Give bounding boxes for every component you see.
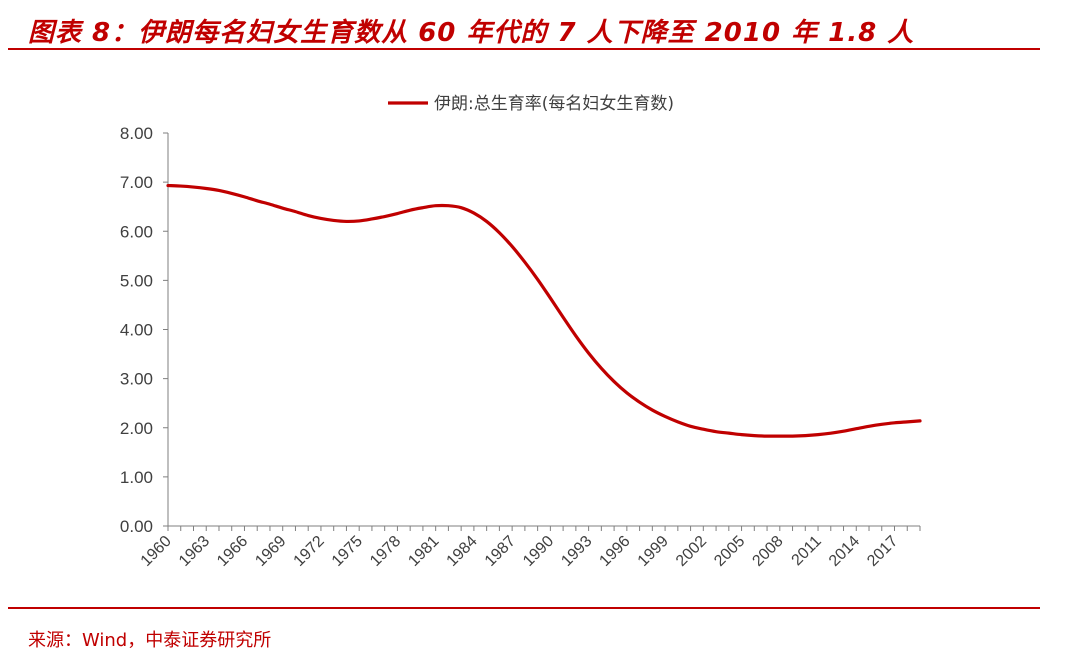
y-tick-label: 8.00 (120, 124, 153, 143)
x-tick-label: 1978 (367, 533, 404, 570)
y-tick-label: 6.00 (120, 222, 153, 241)
legend-label: 伊朗:总生育率(每名妇女生育数) (434, 94, 674, 114)
line-chart: 0.00 1.00 2.00 3.00 4.00 5.00 6.00 7.00 8.00 1960… (120, 94, 922, 570)
x-tick-label: 1999 (635, 533, 672, 570)
x-tick-label: 1981 (405, 533, 442, 570)
figure-title: 图表 8：伊朗每名妇女生育数从 60 年代的 7 人下降至 2010 年 1.8… (28, 18, 915, 48)
x-tick-label: 1969 (252, 533, 289, 570)
x-tick-label: 1987 (482, 533, 519, 570)
y-tick-label: 0.00 (120, 517, 153, 536)
footer-divider (8, 607, 1040, 609)
x-tick-label: 1975 (329, 533, 366, 570)
x-tick-label: 1972 (291, 533, 328, 570)
x-tick-label: 2008 (749, 533, 786, 570)
x-tick-label: 1963 (176, 533, 213, 570)
x-tick-label: 2005 (711, 533, 748, 570)
y-tick-label: 3.00 (120, 370, 153, 389)
x-tick-label: 2002 (673, 533, 710, 570)
x-tick-label: 2017 (864, 533, 901, 570)
x-tick-label: 1984 (444, 533, 481, 570)
x-tick-label: 2014 (826, 533, 863, 570)
x-tick-label: 1996 (596, 533, 633, 570)
y-tick-label: 1.00 (120, 468, 153, 487)
x-tick-label: 2011 (789, 533, 825, 569)
source-note: 来源：Wind，中泰证券研究所 (28, 630, 272, 651)
x-tick-label: 1990 (520, 533, 557, 570)
y-tick-label: 2.00 (120, 419, 153, 438)
y-tick-label: 7.00 (120, 173, 153, 192)
x-tick-label: 1993 (558, 533, 595, 570)
x-tick-label: 1966 (214, 533, 251, 570)
y-tick-label: 5.00 (120, 271, 153, 290)
title-divider (8, 48, 1040, 50)
x-tick-label: 1960 (138, 533, 175, 570)
y-tick-label: 4.00 (120, 321, 153, 340)
series-line (166, 183, 922, 438)
